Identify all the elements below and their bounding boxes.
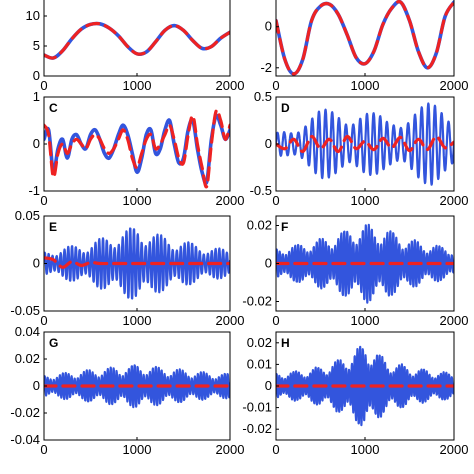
y-tick-label: 5 <box>33 38 40 53</box>
red-dashed-series-line <box>44 108 230 189</box>
x-tick-label: 0 <box>272 442 279 457</box>
y-tick-label: 0 <box>265 256 272 271</box>
x-tick-label: 0 <box>272 78 279 93</box>
y-tick-label: 0.02 <box>247 335 272 350</box>
blue-series-line <box>276 102 454 186</box>
red-dashed-series-line <box>276 0 454 76</box>
y-tick-label: 0 <box>265 136 272 151</box>
y-tick-label: 0 <box>33 68 40 83</box>
y-tick-label: 0.04 <box>15 324 40 339</box>
panel-label: C <box>49 101 58 115</box>
plot-area <box>44 364 230 409</box>
red-dashed-series-line <box>44 256 230 269</box>
blue-series-line <box>44 364 230 409</box>
x-tick-label: 1000 <box>123 442 152 457</box>
y-tick-label: 0.02 <box>15 351 40 366</box>
plot-area <box>44 21 230 60</box>
blue-series-line <box>276 223 454 304</box>
plot-area <box>44 227 230 300</box>
red-dashed-series-line <box>276 134 454 154</box>
x-tick-label: 0 <box>272 193 279 208</box>
blue-series-line <box>44 113 230 186</box>
panel-label: H <box>281 336 290 350</box>
plot-area <box>44 108 230 189</box>
y-tick-label: -0.04 <box>10 432 40 447</box>
x-tick-label: 2000 <box>216 78 245 93</box>
y-tick-label: 0 <box>265 378 272 393</box>
y-tick-label: 0.01 <box>247 356 272 371</box>
panel-a: 0 1000 2000 0 5 10 <box>26 0 245 93</box>
x-tick-label: 2000 <box>440 442 469 457</box>
x-tick-label: 1000 <box>123 313 152 328</box>
y-tick-label: -0.05 <box>10 303 40 318</box>
y-tick-label: -0.01 <box>242 400 272 415</box>
x-tick-label: 1000 <box>351 78 380 93</box>
blue-series-line <box>276 345 454 427</box>
panel-h: 0 1000 2000 0.02 0.01 0 -0.01 -0.02 H <box>242 331 469 457</box>
x-tick-label: 2000 <box>440 313 469 328</box>
panel-g: 0 1000 2000 0.04 0.02 0 -0.02 -0.04 G <box>10 324 244 457</box>
x-tick-label: 2000 <box>440 193 469 208</box>
y-tick-label: -1 <box>28 183 40 198</box>
x-tick-label: 1000 <box>123 193 152 208</box>
y-tick-label: -0.02 <box>10 405 40 420</box>
y-tick-label: 0 <box>33 378 40 393</box>
y-tick-label: 1 <box>33 89 40 104</box>
x-tick-label: 2000 <box>216 442 245 457</box>
x-tick-label: 1000 <box>123 78 152 93</box>
x-tick-label: 1000 <box>351 442 380 457</box>
y-tick-label: -0.02 <box>242 294 272 309</box>
x-tick-label: 0 <box>272 313 279 328</box>
y-tick-label: 0.02 <box>247 218 272 233</box>
plot-area <box>276 102 454 186</box>
x-tick-label: 0 <box>40 442 47 457</box>
panel-label: F <box>281 220 288 234</box>
blue-series-line <box>44 227 230 300</box>
x-tick-label: 0 <box>40 313 47 328</box>
y-tick-label: 0 <box>265 19 272 34</box>
x-tick-label: 2000 <box>216 193 245 208</box>
x-tick-label: 1000 <box>351 313 380 328</box>
plot-area <box>276 345 454 427</box>
x-tick-label: 2000 <box>216 313 245 328</box>
plot-area <box>276 0 454 76</box>
panel-label: E <box>49 220 57 234</box>
y-tick-label: -2 <box>260 60 272 75</box>
y-tick-label: -0.02 <box>242 421 272 436</box>
x-tick-label: 2000 <box>440 78 469 93</box>
y-tick-label: 0 <box>33 256 40 271</box>
y-tick-label: 0.05 <box>15 208 40 223</box>
y-tick-label: 0 <box>33 136 40 151</box>
plot-area <box>276 223 454 304</box>
y-tick-label: -0.5 <box>250 183 272 198</box>
x-tick-label: 0 <box>40 193 47 208</box>
x-tick-label: 1000 <box>351 193 380 208</box>
panel-label: G <box>49 336 58 350</box>
y-tick-label: 10 <box>26 8 40 23</box>
y-tick-label: 0.5 <box>254 89 272 104</box>
red-dashed-series-line <box>44 21 230 60</box>
panel-label: D <box>281 101 290 115</box>
x-tick-label: 0 <box>40 78 47 93</box>
